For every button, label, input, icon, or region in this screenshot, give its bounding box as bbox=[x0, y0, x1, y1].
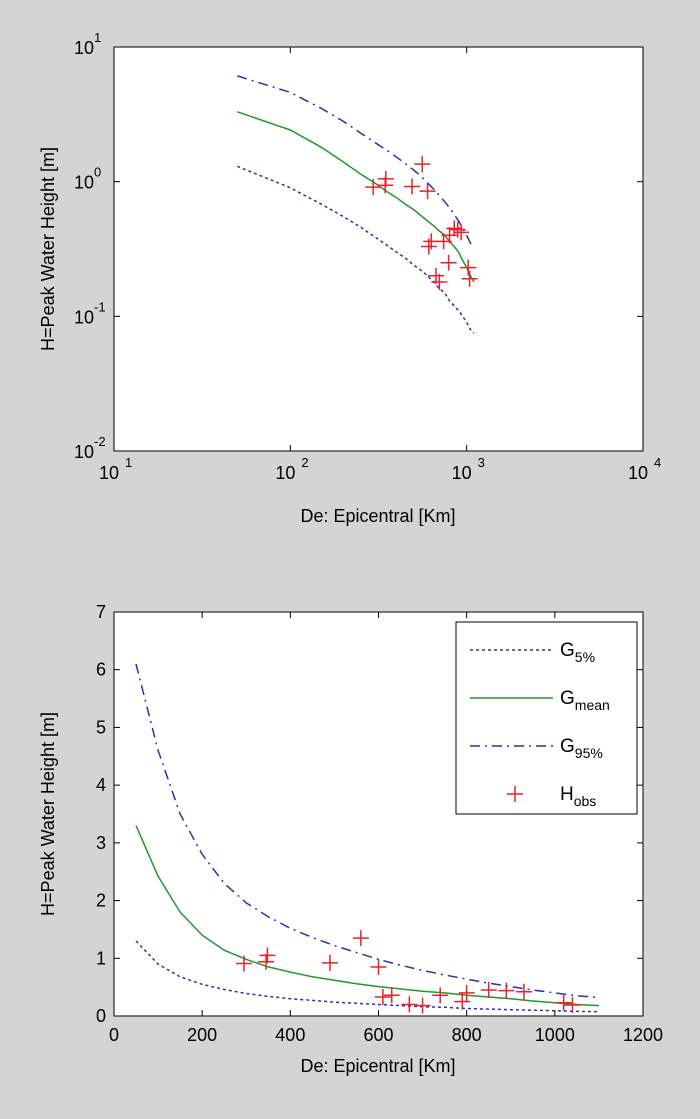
x-tick-exponent: 3 bbox=[478, 455, 485, 470]
legend-label: G95% bbox=[560, 736, 603, 761]
legend-label-subscript: mean bbox=[575, 697, 610, 713]
gmean-curve bbox=[135, 825, 599, 1007]
h-obs-marker bbox=[259, 947, 276, 964]
legend-label-subscript: obs bbox=[574, 793, 597, 809]
y-tick-label: 7 bbox=[96, 602, 106, 622]
x-tick-label: 1200 bbox=[623, 1025, 663, 1045]
x-tick-exponent: 2 bbox=[301, 455, 308, 470]
top-x-ticks: 10 1 10 2 10 3 10 4 bbox=[99, 47, 661, 483]
legend-label: Hobs bbox=[560, 784, 596, 809]
h-obs-marker bbox=[498, 982, 515, 999]
h-obs-marker bbox=[564, 997, 581, 1014]
h-obs-marker bbox=[401, 996, 418, 1013]
h-obs-marker bbox=[461, 270, 478, 287]
bottom-y-axis-label: H=Peak Water Height [m] bbox=[38, 712, 58, 916]
x-tick-label: 200 bbox=[187, 1025, 217, 1045]
legend-label-base: H bbox=[560, 784, 574, 805]
legend-marker-h-obs bbox=[507, 786, 523, 802]
y-tick-exponent: 0 bbox=[94, 165, 101, 180]
top-observations bbox=[365, 156, 478, 290]
legend-label-subscript: 95% bbox=[575, 745, 603, 761]
h-obs-marker bbox=[453, 224, 470, 241]
h-obs-marker bbox=[322, 954, 339, 971]
h-obs-marker bbox=[515, 983, 532, 1000]
y-tick-exponent: 1 bbox=[94, 30, 101, 45]
y-tick-exponent: -1 bbox=[94, 299, 106, 314]
legend-label-base: G bbox=[560, 736, 575, 757]
h-obs-marker bbox=[404, 178, 421, 195]
x-tick-label: 400 bbox=[275, 1025, 305, 1045]
h-obs-marker bbox=[377, 170, 394, 187]
h-obs-marker bbox=[374, 988, 391, 1005]
y-tick-label: 10 bbox=[74, 173, 94, 193]
y-tick-label: 10 bbox=[74, 38, 94, 58]
h-obs-marker bbox=[236, 955, 253, 972]
g95-curve bbox=[135, 663, 599, 999]
y-tick-exponent: -2 bbox=[94, 434, 106, 449]
h-obs-marker bbox=[370, 958, 387, 975]
y-tick-label: 4 bbox=[96, 775, 106, 795]
x-tick-exponent: 1 bbox=[125, 455, 132, 470]
h-obs-marker bbox=[454, 993, 471, 1010]
y-tick-label: 0 bbox=[96, 1006, 106, 1026]
g5-curve bbox=[237, 165, 475, 334]
x-tick-label: 1000 bbox=[535, 1025, 575, 1045]
x-tick-label: 10 bbox=[99, 463, 119, 483]
legend-label-base: G bbox=[560, 640, 575, 661]
bottom-x-axis-label: De: Epicentral [Km] bbox=[300, 1056, 455, 1076]
h-obs-marker bbox=[383, 987, 400, 1004]
h-obs-marker bbox=[432, 987, 449, 1004]
y-tick-label: 10 bbox=[74, 442, 94, 462]
legend-label-subscript: 5% bbox=[575, 649, 595, 665]
bottom-observations bbox=[236, 930, 581, 1014]
h-obs-marker bbox=[458, 984, 475, 1001]
h-obs-marker bbox=[449, 221, 466, 238]
h-obs-marker bbox=[419, 183, 436, 200]
x-tick-label: 10 bbox=[628, 463, 648, 483]
y-tick-label: 2 bbox=[96, 891, 106, 911]
h-obs-marker bbox=[446, 220, 463, 237]
legend-label-base: G bbox=[560, 688, 575, 709]
y-tick-label: 10 bbox=[74, 307, 94, 327]
legend-box bbox=[455, 621, 638, 815]
h-obs-marker bbox=[258, 953, 275, 970]
h-obs-marker bbox=[480, 982, 497, 999]
h-obs-marker bbox=[460, 259, 477, 276]
y-tick-label: 6 bbox=[96, 660, 106, 680]
h-obs-marker bbox=[431, 273, 448, 290]
h-obs-marker bbox=[352, 930, 369, 947]
y-tick-label: 5 bbox=[96, 717, 106, 737]
h-obs-marker bbox=[440, 254, 457, 271]
x-tick-exponent: 4 bbox=[654, 455, 661, 470]
top-x-axis-label: De: Epicentral [Km] bbox=[300, 506, 455, 526]
h-obs-marker bbox=[414, 156, 431, 173]
x-tick-label: 600 bbox=[363, 1025, 393, 1045]
bottom-chart: 0 200 400 600 800 1000 1200 0 1 2 3 4 5 6 7 De: Epice… bbox=[38, 602, 663, 1076]
h-obs-marker bbox=[365, 179, 382, 196]
x-tick-label: 10 bbox=[275, 463, 295, 483]
h-obs-marker bbox=[414, 997, 431, 1014]
x-tick-label: 10 bbox=[452, 463, 472, 483]
x-tick-label: 800 bbox=[452, 1025, 482, 1045]
x-tick-label: 0 bbox=[109, 1025, 119, 1045]
h-obs-marker bbox=[555, 994, 572, 1011]
top-y-axis-label: H=Peak Water Height [m] bbox=[38, 147, 58, 351]
y-tick-label: 1 bbox=[96, 948, 106, 968]
g5-curve bbox=[135, 940, 599, 1013]
bottom-y-ticks: 0 1 2 3 4 5 6 7 bbox=[96, 602, 643, 1026]
gmean-curve bbox=[237, 111, 475, 283]
y-tick-label: 3 bbox=[96, 833, 106, 853]
legend-label: G5% bbox=[560, 640, 595, 665]
h-obs-marker bbox=[427, 267, 444, 284]
top-plot-area bbox=[113, 46, 644, 452]
legend-label: Gmean bbox=[560, 688, 610, 713]
bottom-x-ticks: 0 200 400 600 800 1000 1200 bbox=[109, 612, 663, 1045]
bottom-curves bbox=[135, 663, 599, 1013]
